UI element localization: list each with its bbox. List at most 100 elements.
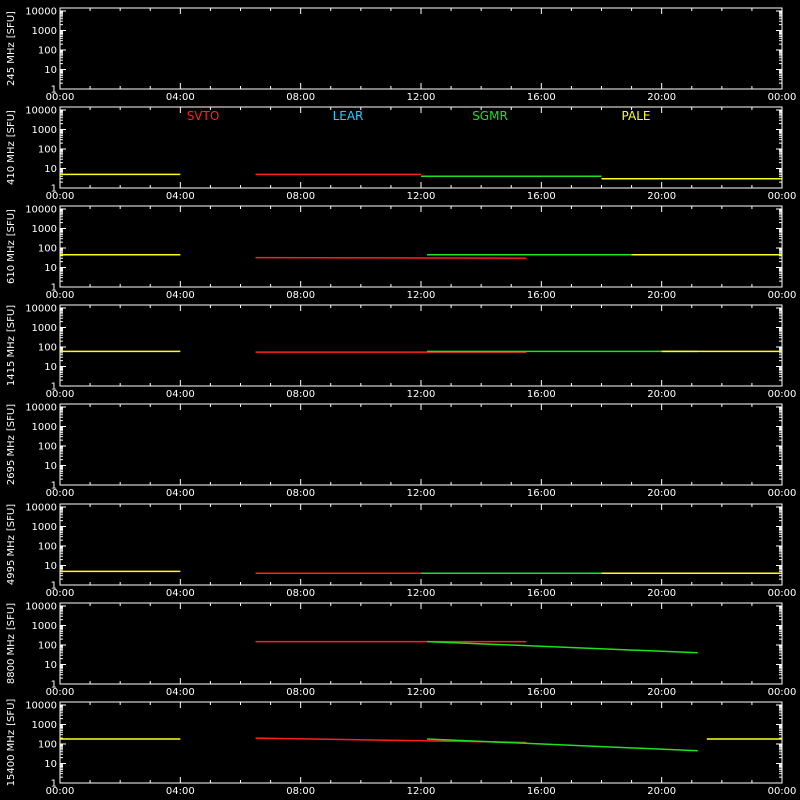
y-tick-label: 1000: [32, 522, 57, 533]
unit-label: [SFU]: [6, 603, 17, 630]
panel-frame: [59, 205, 783, 288]
x-tick-label: 08:00: [286, 786, 315, 797]
x-tick-label: 20:00: [647, 191, 676, 202]
series-sgmr-segment: [426, 738, 698, 752]
y-tick-label: 10: [44, 362, 57, 373]
x-tick-label: 16:00: [527, 588, 556, 599]
x-tick-label: 00:00: [46, 389, 75, 400]
y-tick-label: 1000: [32, 26, 57, 37]
y-tick-label: 10000: [25, 7, 57, 18]
x-tick-label: 00:00: [46, 588, 75, 599]
y-tick-label: 1: [51, 779, 57, 790]
panel-3: 1 10 100 1000 10000 00:00 04:00 08:00 12:00 16:00…: [6, 304, 796, 401]
y-tick-label: 1000: [32, 422, 57, 433]
x-tick-label: 04:00: [166, 488, 195, 499]
frequency-label: 2695 MHz: [6, 435, 17, 485]
y-tick-label: 10000: [25, 205, 57, 216]
panel-5: 1 10 100 1000 10000 00:00 04:00 08:00 12:00 16:00…: [6, 503, 796, 600]
y-axis-label: 8800 MHz [SFU]: [6, 603, 17, 684]
x-tick-label: 08:00: [286, 290, 315, 301]
x-tick-label: 16:00: [527, 687, 556, 698]
x-tick-label: 16:00: [527, 92, 556, 103]
x-tick-label: 00:00: [46, 488, 75, 499]
unit-label: [SFU]: [6, 699, 17, 726]
y-tick-label: 1000: [32, 125, 57, 136]
panel-4: 1 10 100 1000 10000 00:00 04:00 08:00 12:00 16:00…: [6, 403, 796, 500]
x-tick-label: 08:00: [286, 488, 315, 499]
y-tick-label: 10: [44, 561, 57, 572]
x-tick-label: 00:00: [768, 588, 797, 599]
x-tick-label: 12:00: [407, 687, 436, 698]
y-tick-label: 1: [51, 382, 57, 393]
x-tick-label: 04:00: [166, 389, 195, 400]
series-sgmr-segment: [426, 640, 698, 654]
unit-label: [SFU]: [6, 305, 17, 332]
x-tick-label: 00:00: [768, 687, 797, 698]
x-tick-label: 00:00: [46, 92, 75, 103]
y-tick-label: 1000: [32, 621, 57, 632]
x-tick-label: 12:00: [407, 389, 436, 400]
y-tick-label: 10: [44, 263, 57, 274]
y-tick-label: 10000: [25, 403, 57, 414]
frequency-label: 8800 MHz: [6, 634, 17, 684]
y-tick-label: 10: [44, 759, 57, 770]
y-tick-label: 1: [51, 581, 57, 592]
x-tick-label: 08:00: [286, 588, 315, 599]
y-tick-label: 100: [38, 343, 57, 354]
y-axis-label: 245 MHz [SFU]: [6, 11, 17, 86]
legend-entry-svto: SVTO: [187, 109, 220, 123]
y-tick-label: 10: [44, 461, 57, 472]
y-axis-label: 610 MHz [SFU]: [6, 209, 17, 284]
x-tick-label: 08:00: [286, 92, 315, 103]
panel-0: 1 10 100 1000 10000 00:00 04:00 08:00 12:00 16:00…: [6, 7, 796, 104]
legend-entry-pale: PALE: [622, 109, 651, 123]
panel-6: 1 10 100 1000 10000 00:00 04:00 08:00 12:00 16:00…: [6, 602, 796, 699]
frequency-label: 4995 MHz: [6, 535, 17, 585]
legend-entry-lear: LEAR: [333, 109, 364, 123]
x-tick-label: 04:00: [166, 191, 195, 202]
y-tick-label: 100: [38, 442, 57, 453]
y-tick-label: 10: [44, 65, 57, 76]
panel-frame: [59, 403, 783, 486]
x-tick-label: 08:00: [286, 389, 315, 400]
y-tick-label: 10000: [25, 304, 57, 315]
y-tick-label: 10: [44, 164, 57, 175]
x-tick-label: 00:00: [768, 92, 797, 103]
frequency-label: 15400 MHz: [6, 730, 17, 786]
x-tick-label: 12:00: [407, 488, 436, 499]
y-axis-label: 4995 MHz [SFU]: [6, 504, 17, 585]
y-tick-label: 10000: [25, 503, 57, 514]
x-tick-label: 20:00: [647, 488, 676, 499]
x-tick-label: 12:00: [407, 92, 436, 103]
y-tick-label: 10: [44, 660, 57, 671]
x-tick-label: 08:00: [286, 687, 315, 698]
y-tick-label: 1: [51, 481, 57, 492]
x-tick-label: 12:00: [407, 786, 436, 797]
unit-label: [SFU]: [6, 209, 17, 236]
series-svto-segment: [255, 256, 527, 259]
unit-label: [SFU]: [6, 11, 17, 38]
panel-2: 1 10 100 1000 10000 00:00 04:00 08:00 12:00 16:00…: [6, 205, 796, 302]
unit-label: [SFU]: [6, 110, 17, 137]
y-tick-label: 10000: [25, 602, 57, 613]
x-tick-label: 12:00: [407, 191, 436, 202]
y-tick-label: 10000: [25, 106, 57, 117]
y-tick-label: 100: [38, 244, 57, 255]
x-tick-label: 00:00: [768, 786, 797, 797]
y-axis-label: 15400 MHz [SFU]: [6, 699, 17, 787]
y-tick-label: 100: [38, 145, 57, 156]
x-tick-label: 00:00: [46, 687, 75, 698]
y-tick-label: 100: [38, 641, 57, 652]
y-tick-label: 100: [38, 46, 57, 57]
x-tick-label: 00:00: [768, 389, 797, 400]
x-tick-label: 04:00: [166, 290, 195, 301]
x-tick-label: 20:00: [647, 92, 676, 103]
panel-frame: [59, 7, 783, 90]
y-tick-label: 1: [51, 283, 57, 294]
x-tick-label: 00:00: [768, 191, 797, 202]
x-tick-label: 20:00: [647, 290, 676, 301]
x-tick-label: 00:00: [46, 786, 75, 797]
panel-1: 1 10 100 1000 10000 00:00 04:00 08:00 12:00 16:00…: [6, 106, 796, 203]
panel-frame: [59, 602, 783, 685]
